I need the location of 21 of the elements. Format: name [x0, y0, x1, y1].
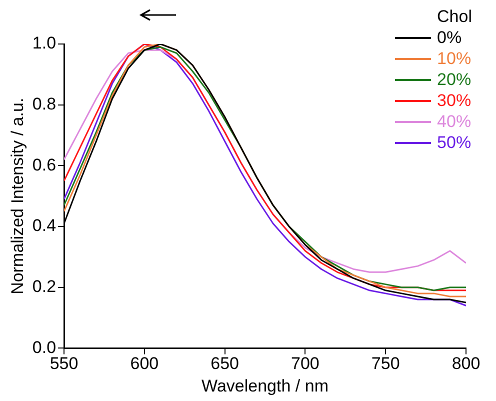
y-tick-label: 0.0 — [32, 338, 56, 357]
legend-label: 50% — [437, 132, 472, 153]
x-tick-label: 800 — [452, 354, 480, 374]
x-tick-label: 550 — [50, 354, 78, 374]
y-tick-label: 0.4 — [32, 216, 56, 236]
y-tick-label: 0.8 — [32, 94, 56, 114]
legend-label: 20% — [437, 69, 472, 90]
y-axis-title: Normalized Intensity / a.u. — [8, 98, 27, 294]
y-tick-label: 0.6 — [32, 155, 56, 174]
x-axis-title: Wavelength / nm — [202, 376, 328, 396]
legend-label: 40% — [437, 111, 472, 132]
legend-label: 10% — [437, 48, 472, 69]
y-tick-label: 0.2 — [32, 277, 56, 296]
legend-label: 0% — [437, 27, 462, 48]
x-tick-label: 600 — [130, 354, 159, 374]
legend-label: 30% — [437, 90, 472, 111]
legend-title: Chol — [436, 6, 472, 27]
y-tick-label: 1.0 — [32, 34, 56, 53]
x-tick-label: 750 — [371, 354, 400, 374]
x-tick-label: 700 — [291, 354, 320, 374]
x-tick-label: 650 — [210, 354, 240, 374]
